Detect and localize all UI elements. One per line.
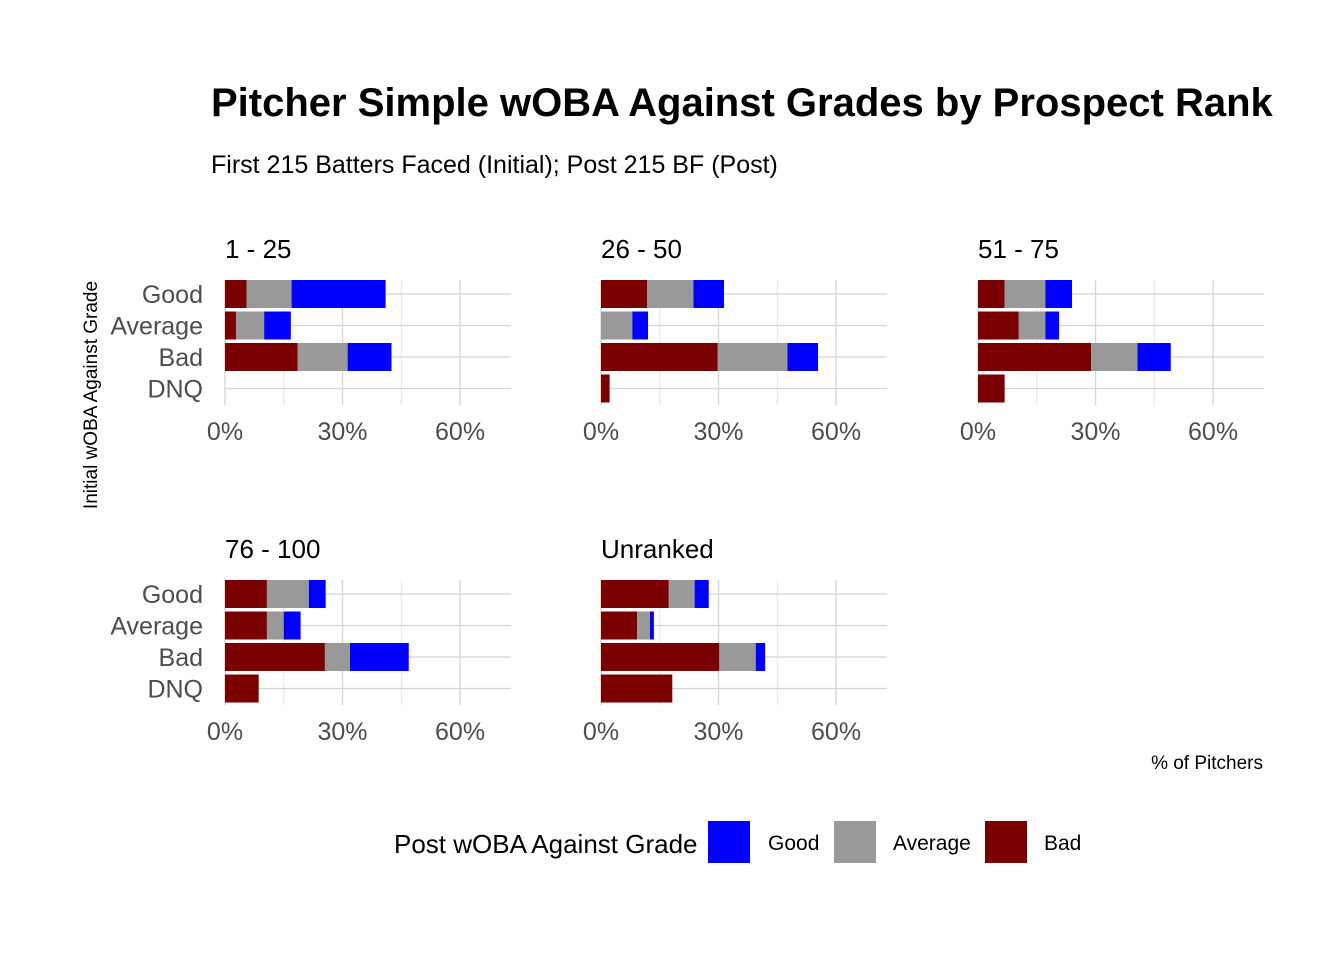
x-tick-label: 60% [1188,418,1238,446]
bar-bad-average [225,311,236,340]
x-tick-label: 0% [207,718,243,746]
y-tick-label: Good [142,581,203,609]
bar-bad-good [601,280,648,308]
x-tick-label: 30% [694,418,744,446]
bar-good-average [283,611,301,640]
bar-good-bad [349,643,409,671]
y-tick-label: Bad [159,644,203,672]
bar-bad-average [601,611,638,640]
bar-bad-good [225,580,267,608]
legend: Good Average Bad [708,821,1081,863]
bar-bad-dnq [601,374,610,403]
y-tick-label: DNQ [147,676,203,704]
bar-bad-dnq [601,674,673,703]
x-tick-label: 30% [694,718,744,746]
facet-strip-label: 26 - 50 [601,234,682,264]
bar-average-bad [717,343,788,371]
bar-good-average [649,611,654,640]
bar-average-average [1018,311,1046,340]
bar-average-good [1004,280,1046,308]
y-tick-label: Bad [159,344,203,372]
bar-good-bad [347,343,392,371]
bar-good-bad [755,643,766,671]
bar-bad-bad [978,343,1092,371]
bar-good-good [1045,280,1073,308]
y-axis-title: Initial wOBA Against Grade [81,281,102,509]
facet-panel-1: 26 - 50 0% 30% 60% [583,234,887,446]
legend-label-good: Good [768,832,819,855]
facet-strip-label: 1 - 25 [225,234,292,264]
x-tick-label: 60% [435,718,485,746]
x-tick-label: 0% [583,718,619,746]
x-tick-label: 30% [318,418,368,446]
legend-title: Post wOBA Against Grade [394,829,698,859]
bar-average-average [637,611,650,640]
bar-bad-bad [601,643,720,671]
legend-key-average [834,821,876,863]
bar-average-good [246,280,292,308]
bar-average-bad [324,643,350,671]
x-tick-label: 0% [960,418,996,446]
bar-average-average [266,611,284,640]
x-tick-label: 60% [811,718,861,746]
legend-key-bad [985,821,1027,863]
bar-average-average [601,311,633,340]
bar-good-bad [787,343,819,371]
legend-label-average: Average [893,832,971,855]
bar-average-average [235,311,265,340]
legend-label-bad: Bad [1044,832,1081,855]
bar-good-good [694,580,709,608]
bar-bad-bad [225,343,298,371]
y-tick-label: Average [110,313,203,341]
bar-average-good [266,580,309,608]
x-tick-label: 60% [811,418,861,446]
y-tick-label: Average [110,613,203,641]
bar-average-good [668,580,695,608]
y-tick-label: DNQ [147,376,203,404]
bar-average-bad [1091,343,1138,371]
bar-good-average [1045,311,1060,340]
x-tick-label: 0% [207,418,243,446]
bar-bad-dnq [978,374,1005,403]
bar-good-average [632,311,649,340]
chart-subtitle: First 215 Batters Faced (Initial); Post … [211,151,778,179]
bar-good-good [308,580,326,608]
bar-average-bad [297,343,348,371]
facet-panel-4: Unranked 0% 30% 60% [583,534,887,746]
x-tick-label: 30% [318,718,368,746]
bar-average-good [647,280,694,308]
bar-good-average [264,311,291,340]
bar-bad-good [978,280,1005,308]
bar-average-bad [719,643,756,671]
bar-bad-good [225,280,247,308]
facet-strip-label: 76 - 100 [225,534,320,564]
bar-good-good [291,280,386,308]
bar-bad-average [978,311,1019,340]
bar-bad-good [601,580,669,608]
facet-strip-label: Unranked [601,534,714,564]
legend-key-good [708,821,750,863]
x-tick-label: 0% [583,418,619,446]
y-tick-label: Good [142,281,203,309]
bar-bad-dnq [225,674,259,703]
bar-bad-bad [601,343,718,371]
chart-title: Pitcher Simple wOBA Against Grades by Pr… [211,81,1274,125]
bar-good-good [693,280,725,308]
facet-panel-2: 51 - 75 0% 30% 60% [960,234,1264,446]
x-tick-label: 60% [435,418,485,446]
bar-good-bad [1137,343,1171,371]
bar-bad-average [225,611,267,640]
x-tick-label: 30% [1071,418,1121,446]
facet-strip-label: 51 - 75 [978,234,1059,264]
x-axis-title: % of Pitchers [1151,753,1263,774]
bar-bad-bad [225,643,325,671]
